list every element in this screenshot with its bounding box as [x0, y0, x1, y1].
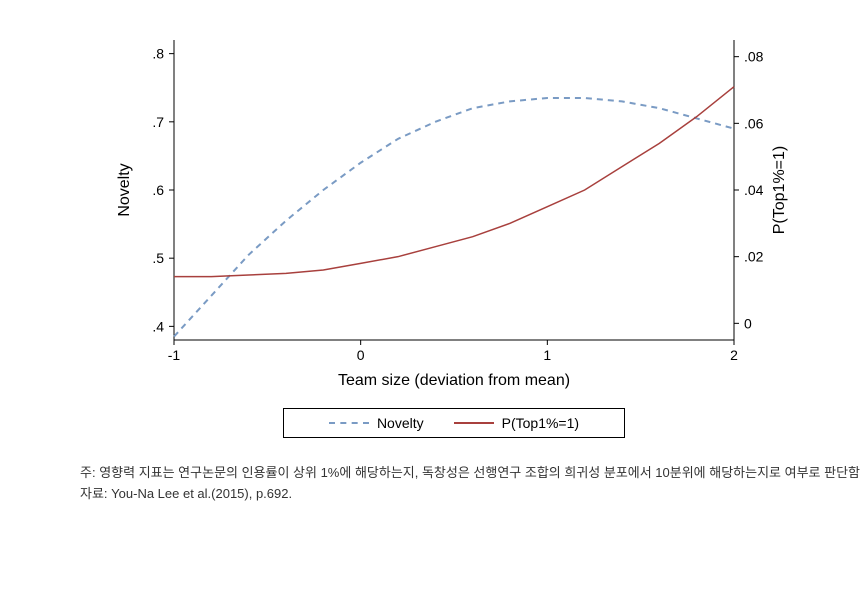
caption-source: 자료: You-Na Lee et al.(2015), p.692.	[80, 484, 868, 505]
chart-container: -1 0 1 2 Team size (deviation from mean) .4 .5…	[20, 20, 868, 505]
line-chart: -1 0 1 2 Team size (deviation from mean) .4 .5…	[104, 20, 804, 400]
caption-source-prefix: 자료:	[80, 486, 108, 501]
svg-text:.5: .5	[152, 250, 164, 266]
svg-text:.08: .08	[744, 49, 764, 65]
caption-note-text: 영향력 지표는 연구논문의 인용률이 상위 1%에 해당하는지, 독창성은 선행…	[99, 465, 860, 480]
chart-plot-area: -1 0 1 2 Team size (deviation from mean) .4 .5…	[104, 20, 804, 400]
caption-note: 주: 영향력 지표는 연구논문의 인용률이 상위 1%에 해당하는지, 독창성은…	[80, 463, 868, 484]
svg-text:2: 2	[730, 347, 738, 363]
svg-text:.02: .02	[744, 249, 764, 265]
svg-text:Novelty: Novelty	[116, 163, 133, 216]
svg-text:.4: .4	[152, 318, 164, 334]
svg-text:.6: .6	[152, 182, 164, 198]
caption: 주: 영향력 지표는 연구논문의 인용률이 상위 1%에 해당하는지, 독창성은…	[20, 463, 868, 505]
legend-label-ptop1: P(Top1%=1)	[502, 415, 579, 431]
svg-text:0: 0	[744, 315, 752, 331]
legend-swatch-ptop1	[454, 422, 494, 424]
svg-text:Team size (deviation from mean: Team size (deviation from mean)	[338, 372, 570, 389]
caption-source-text: You-Na Lee et al.(2015), p.692.	[111, 486, 292, 501]
legend-swatch-novelty	[329, 422, 369, 424]
svg-text:-1: -1	[168, 347, 181, 363]
svg-text:P(Top1%=1): P(Top1%=1)	[771, 146, 788, 235]
caption-note-prefix: 주:	[80, 465, 96, 480]
svg-text:0: 0	[357, 347, 365, 363]
legend-label-novelty: Novelty	[377, 415, 424, 431]
legend-item-ptop1: P(Top1%=1)	[454, 415, 579, 431]
legend-item-novelty: Novelty	[329, 415, 424, 431]
svg-text:.06: .06	[744, 115, 764, 131]
svg-text:.04: .04	[744, 182, 764, 198]
svg-text:1: 1	[543, 347, 551, 363]
legend: Novelty P(Top1%=1)	[283, 408, 625, 438]
svg-text:.8: .8	[152, 46, 164, 62]
svg-text:.7: .7	[152, 114, 164, 130]
